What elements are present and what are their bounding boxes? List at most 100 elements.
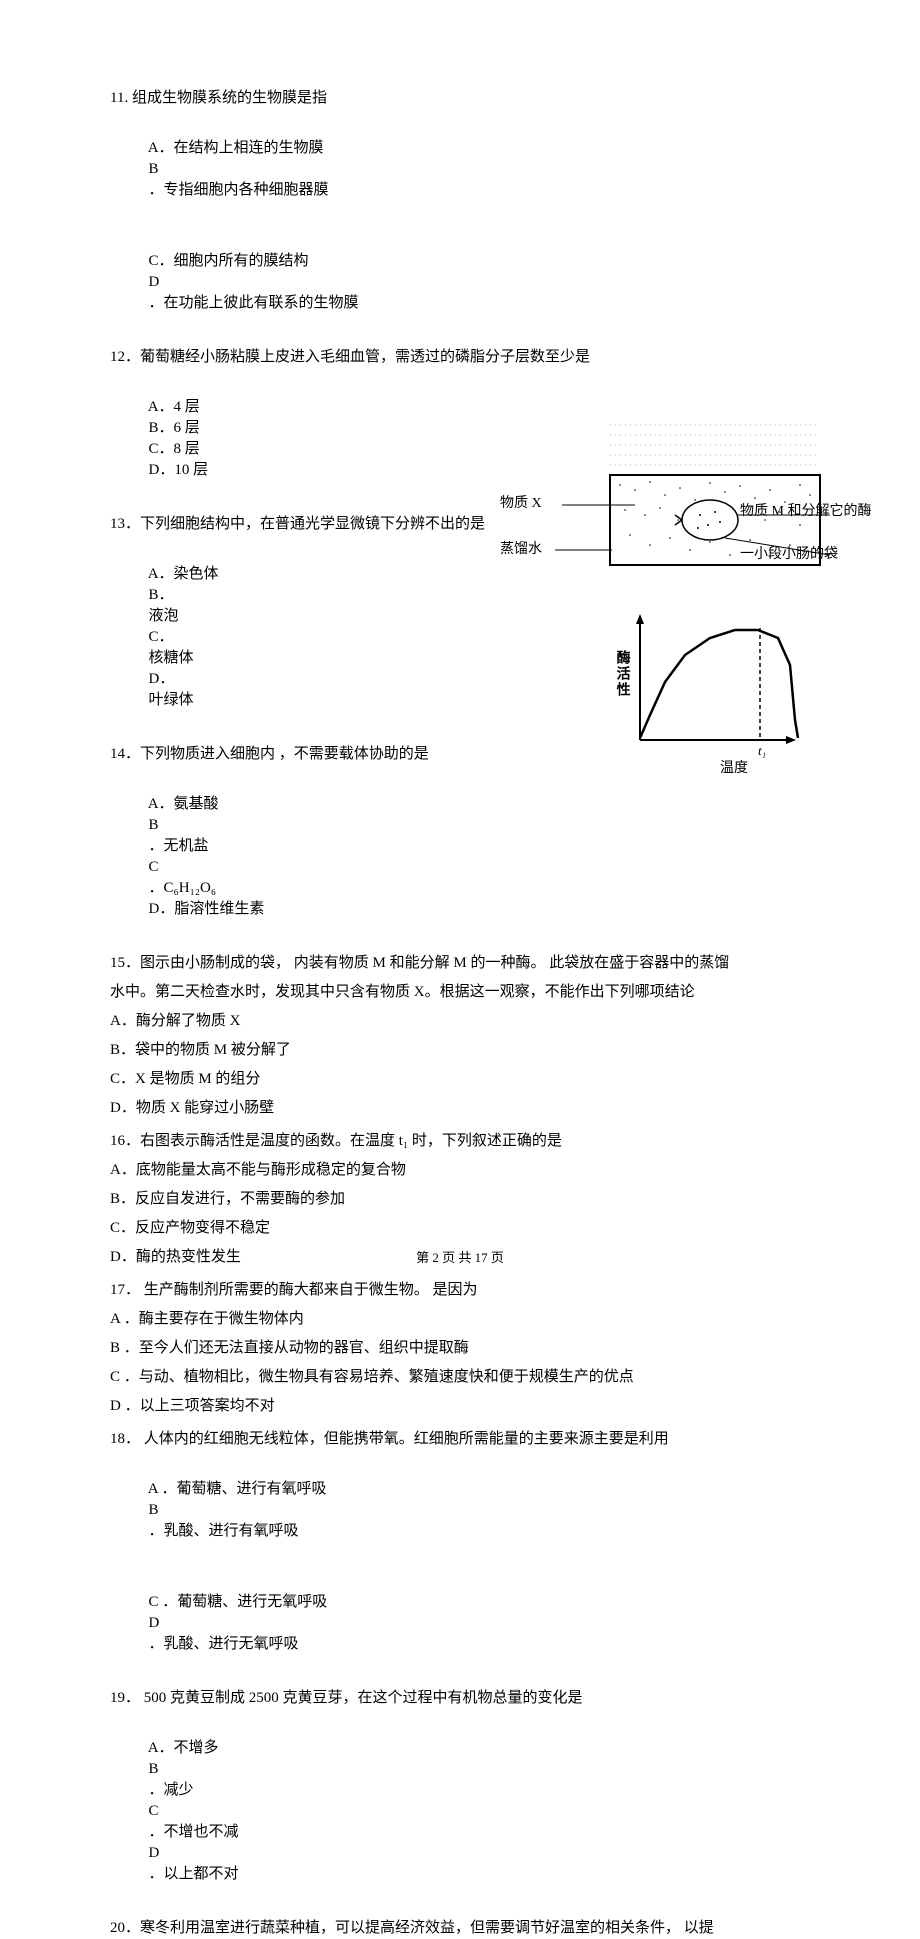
q18-row1: A ．葡萄糖、进行有氧呼吸 B ．乳酸、进行有氧呼吸	[126, 1458, 810, 1563]
q11-B-pre: B	[149, 161, 159, 177]
question-20: 20．寒冬利用温室进行蔬菜种植，可以提高经济效益，但需要调节好温室的相关条件， …	[110, 1918, 810, 1939]
q14-stem-b: ，不需要载体协助的是	[279, 746, 429, 762]
q16-stem: 16．右图表示酶活性是温度的函数。在温度 t₁ 时，下列叙述正确的是	[110, 1131, 810, 1152]
q15-B-b: M 被分解了	[214, 1042, 291, 1058]
q13-C: C．	[149, 629, 174, 645]
q19-B: ．减少	[149, 1782, 194, 1798]
q19-A: A．不增多	[148, 1740, 219, 1756]
q17-s-a: 17．	[110, 1282, 140, 1298]
question-11: 11. 组成生物膜系统的生物膜是指 A．在结构上相连的生物膜 B ．专指细胞内各…	[110, 88, 810, 335]
fig15-label-bag-outer: 一小段小肠的袋	[740, 545, 838, 565]
q17-stem: 17． 生产酶制剂所需要的酶大都来自于微生物。 是因为	[110, 1280, 810, 1301]
q12-D: D．10 层	[149, 462, 209, 478]
q16-A: A．底物能量太高不能与酶形成稳定的复合物	[110, 1160, 810, 1181]
q15-stem2: 水中。第二天检查水时，发现其中只含有物质 X。根据这一观察，不能作出下列哪项结论	[110, 982, 810, 1003]
q12-stem: 12．葡萄糖经小肠粘膜上皮进入毛细血管，需透过的磷脂分子层数至少是	[110, 347, 810, 368]
q20-s-a: 20．寒冬利用温室进行蔬菜种植，可以提高经济效益，但需要调节好温室的相关条件，	[110, 1920, 680, 1936]
fig16-t1: t₁	[758, 743, 766, 758]
q15-A-a: A．酶分解了物质	[110, 1013, 226, 1029]
q15-D-b: X 能穿过小肠壁	[170, 1100, 275, 1116]
q14-Cp: C	[149, 859, 159, 875]
footer-e: 页	[491, 1250, 504, 1265]
page-footer: 第 2 页 共 17 页	[0, 1249, 920, 1267]
q19-C: ．不增也不减	[149, 1824, 239, 1840]
q15-s-a: 15．图示由小肠制成的袋，	[110, 955, 290, 971]
q15-A-b: X	[230, 1013, 241, 1029]
fig15-water-text: 蒸馏水	[500, 540, 542, 560]
q19-s-c: 2500 克黄豆芽，在这个过程中有机物总量的变化是	[249, 1690, 583, 1706]
q20-stem: 20．寒冬利用温室进行蔬菜种植，可以提高经济效益，但需要调节好温室的相关条件， …	[110, 1918, 810, 1939]
q15-stem1: 15．图示由小肠制成的袋， 内装有物质 M 和能分解 M 的一种酶。 此袋放在盛…	[110, 953, 810, 974]
q19-s-a: 19．	[110, 1690, 140, 1706]
q15-C: C．X 是物质 M 的组分	[110, 1069, 490, 1090]
footer-a: 第	[416, 1250, 429, 1265]
q12-A: A．4 层	[148, 399, 200, 415]
q18-row2: C ．葡萄糖、进行无氧呼吸 D ．乳酸、进行无氧呼吸	[126, 1571, 810, 1676]
q18-A: A ．葡萄糖、进行有氧呼吸	[148, 1481, 327, 1497]
q11-B: ．专指细胞内各种细胞器膜	[149, 182, 329, 198]
q15-D: D．物质 X 能穿过小肠壁	[110, 1098, 490, 1119]
q14-Bp: B	[149, 817, 159, 833]
q15-A: A．酶分解了物质 X	[110, 1011, 490, 1032]
q19-D: ．以上都不对	[149, 1866, 239, 1882]
q14-B: ．无机盐	[149, 838, 209, 854]
q18-stem: 18． 人体内的红细胞无线粒体，但能携带氧。红细胞所需能量的主要来源主要是利用	[110, 1429, 810, 1450]
q16-s-a: 16．右图表示酶活性是温度的函数。在温度	[110, 1133, 395, 1149]
question-17: 17． 生产酶制剂所需要的酶大都来自于微生物。 是因为 A ．酶主要存在于微生物…	[110, 1280, 810, 1417]
q18-D: ．乳酸、进行无氧呼吸	[149, 1636, 299, 1652]
footer-b: 2	[432, 1250, 439, 1265]
q16-C: C．反应产物变得不稳定	[110, 1218, 810, 1239]
q13-D: D．	[149, 671, 175, 687]
q15-l2-b: X。根据这一观察，不能作出下列哪项结论	[414, 984, 695, 1000]
q19-stem: 19． 500 克黄豆制成 2500 克黄豆芽，在这个过程中有机物总量的变化是	[110, 1688, 810, 1709]
q12-C: C．8 层	[149, 441, 200, 457]
q14-C: ．C₆H₁₂O₆	[149, 880, 217, 896]
q11-D: ．在功能上彼此有联系的生物膜	[149, 295, 359, 311]
figure-q16: t₁ 温度 酶活性	[610, 610, 800, 780]
fig15-x-text: 物质 X	[500, 494, 542, 514]
q13-B2: 液泡	[149, 608, 179, 624]
q11-C: C．细胞内所有的膜结构	[149, 253, 309, 269]
q17-s-c: 是因为	[433, 1282, 478, 1298]
q18-Dp: D	[149, 1615, 160, 1631]
question-19: 19． 500 克黄豆制成 2500 克黄豆芽，在这个过程中有机物总量的变化是 …	[110, 1688, 810, 1906]
q13-A: A．染色体	[148, 566, 219, 582]
q15-D-a: D．物质	[110, 1100, 166, 1116]
q14-stem-a: 14．下列物质进入细胞内	[110, 746, 275, 762]
q14-opts: A．氨基酸 B ．无机盐 C ．C₆H₁₂O₆ D．脂溶性维生素	[126, 773, 810, 941]
q17-D: D ．以上三项答案均不对	[110, 1396, 810, 1417]
q18-C: C ．葡萄糖、进行无氧呼吸	[149, 1594, 328, 1610]
q15-l2-a: 水中。第二天检查水时，发现其中只含有物质	[110, 984, 410, 1000]
q15-B: B．袋中的物质 M 被分解了	[110, 1040, 490, 1061]
figure-q15: 物质 M 和分解它的酶 一小段小肠的袋 物质 X 蒸馏水	[500, 420, 830, 590]
q11-A: A．在结构上相连的生物膜	[148, 140, 324, 156]
q18-s-b: 人体内的红细胞无线粒体，但能携带氧。红细胞所需能量的主要来源主要是利用	[144, 1431, 669, 1447]
fig16-xlabel: 温度	[720, 760, 748, 776]
q13-C2: 核糖体	[149, 650, 194, 666]
q15-B-a: B．袋中的物质	[110, 1042, 210, 1058]
q15-C-a: C．X 是物质	[110, 1071, 195, 1087]
question-16: 16．右图表示酶活性是温度的函数。在温度 t₁ 时，下列叙述正确的是 A．底物能…	[110, 1131, 810, 1268]
q16-s-b: t₁ 时，下列叙述正确的是	[399, 1133, 562, 1149]
q13-B: B．	[149, 587, 174, 603]
q20-s-b: 以提	[684, 1920, 714, 1936]
q18-s-a: 18．	[110, 1431, 140, 1447]
q15-s-b: 内装有物质	[294, 955, 369, 971]
fig16-ylabel: 酶活性	[612, 650, 632, 698]
q14-D: D．脂溶性维生素	[149, 901, 265, 917]
q14-A: A．氨基酸	[148, 796, 219, 812]
q18-B: ．乳酸、进行有氧呼吸	[149, 1523, 299, 1539]
q19-Bp: B	[149, 1761, 159, 1777]
q19-Cp: C	[149, 1803, 159, 1819]
q17-s-b: 生产酶制剂所需要的酶大都来自于微生物。	[144, 1282, 429, 1298]
q17-B: B ．至今人们还无法直接从动物的器官、组织中提取酶	[110, 1338, 810, 1359]
q16-B: B．反应自发进行，不需要酶的参加	[110, 1189, 810, 1210]
question-15: 15．图示由小肠制成的袋， 内装有物质 M 和能分解 M 的一种酶。 此袋放在盛…	[110, 953, 810, 1119]
q15-s-d: M 的一种酶。	[453, 955, 545, 971]
footer-c: 页 共	[442, 1250, 471, 1265]
q11-row1: A．在结构上相连的生物膜 B ．专指细胞内各种细胞器膜	[126, 117, 810, 222]
q19-s-b: 500 克黄豆制成	[144, 1690, 245, 1706]
q13-D2: 叶绿体	[149, 692, 194, 708]
footer-d: 17	[475, 1250, 488, 1265]
q15-C-b: M 的组分	[198, 1071, 260, 1087]
